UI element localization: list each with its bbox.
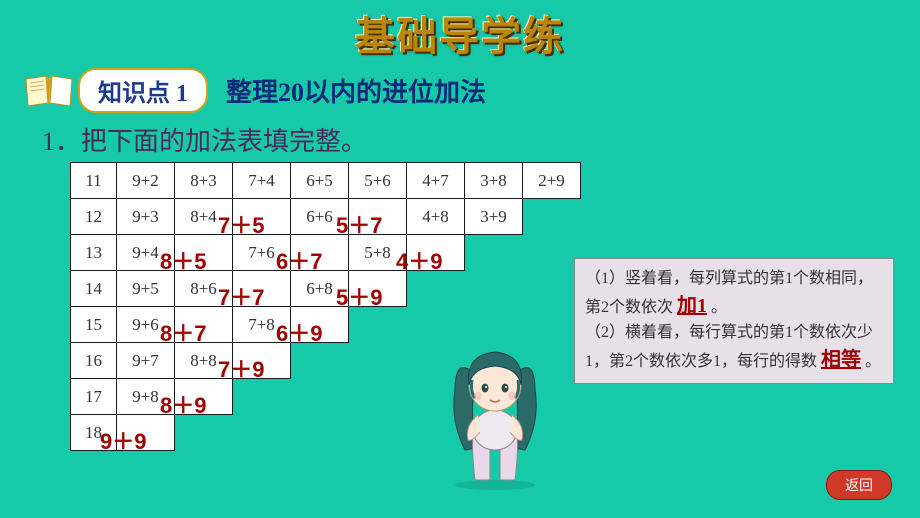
expr-cell: 5+6 — [349, 163, 407, 199]
answer-text: 6＋7 — [276, 244, 322, 276]
expr-cell: 3+9 — [465, 199, 523, 235]
question-text: 1．把下面的加法表填完整。 — [42, 121, 920, 158]
answer-text: 4＋9 — [396, 244, 442, 276]
answer-text: 8＋5 — [160, 244, 206, 276]
page-title-banner: 基础导学练 — [0, 0, 920, 62]
page-title: 基础导学练 — [355, 14, 565, 59]
note-2: （2）横着看，每行算式的第1个数依次少1，第2个数依次多1，每行的得数 相等 。 — [585, 321, 883, 375]
knowledge-point-badge: 知识点 1 — [78, 68, 208, 113]
expr-cell: 9+3 — [117, 199, 175, 235]
note-2-post: 。 — [865, 353, 881, 370]
expr-cell: 9+2 — [117, 163, 175, 199]
sum-cell: 17 — [71, 379, 117, 415]
open-book-icon — [24, 73, 74, 109]
expr-cell: 2+9 — [523, 163, 581, 199]
answer-text: 7＋5 — [218, 208, 264, 240]
sum-cell: 11 — [71, 163, 117, 199]
note-1-post: 。 — [711, 299, 727, 316]
note-1-fill: 加1 — [677, 295, 707, 317]
sum-cell: 15 — [71, 307, 117, 343]
expr-cell: 6+5 — [291, 163, 349, 199]
answer-text: 9＋9 — [100, 424, 146, 456]
note-2-fill: 相等 — [821, 349, 861, 371]
girl-illustration-icon — [430, 340, 560, 490]
answer-text: 6＋9 — [276, 316, 322, 348]
sum-cell: 16 — [71, 343, 117, 379]
return-button[interactable]: 返回 — [826, 470, 892, 500]
sum-cell: 14 — [71, 271, 117, 307]
note-1-pre: （1）竖着看，每列算式的第1个数相同，第2个数依次 — [585, 270, 873, 316]
section-header: 知识点 1 整理20以内的进位加法 — [24, 68, 920, 113]
answer-text: 7＋7 — [218, 280, 264, 312]
answer-text: 5＋7 — [336, 208, 382, 240]
sum-cell: 12 — [71, 199, 117, 235]
answer-text: 7＋9 — [218, 352, 264, 384]
table-row: 139+47+65+8 — [71, 235, 581, 271]
answer-text: 8＋7 — [160, 316, 206, 348]
table-row: 149+58+66+8 — [71, 271, 581, 307]
section-subtitle: 整理20以内的进位加法 — [226, 72, 486, 109]
expr-cell: 4+7 — [407, 163, 465, 199]
expr-cell: 7+4 — [233, 163, 291, 199]
table-row: 119+28+37+46+55+64+73+82+9 — [71, 163, 581, 199]
note-1: （1）竖着看，每列算式的第1个数相同，第2个数依次 加1 。 — [585, 267, 883, 321]
expr-cell: 3+8 — [465, 163, 523, 199]
notes-box: （1）竖着看，每列算式的第1个数相同，第2个数依次 加1 。 （2）横着看，每行… — [574, 258, 894, 384]
sum-cell: 13 — [71, 235, 117, 271]
expr-cell: 8+3 — [175, 163, 233, 199]
answer-text: 8＋9 — [160, 388, 206, 420]
table-row: 159+67+8 — [71, 307, 581, 343]
expr-cell: 4+8 — [407, 199, 465, 235]
answer-text: 5＋9 — [336, 280, 382, 312]
table-row: 129+38+46+64+83+9 — [71, 199, 581, 235]
